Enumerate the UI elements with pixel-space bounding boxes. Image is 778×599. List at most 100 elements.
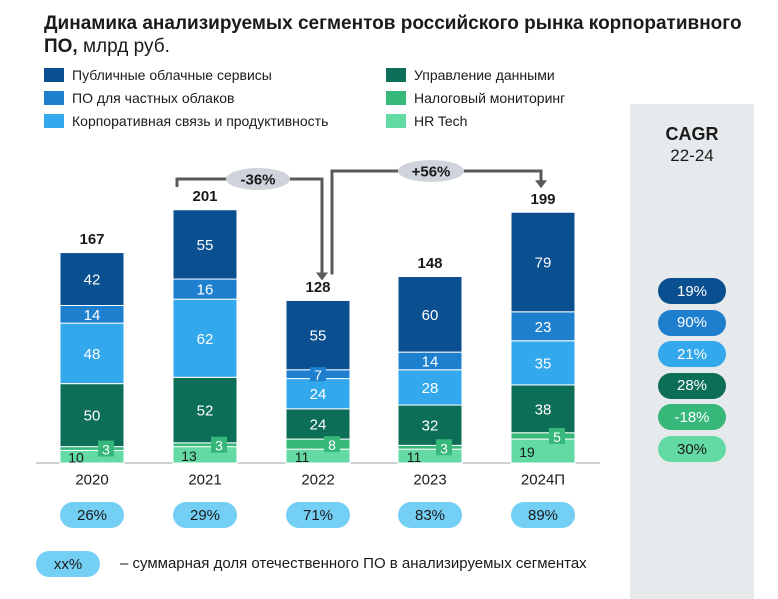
legend-swatch [44, 91, 64, 105]
bar-segment [172, 209, 238, 280]
cagr-value-pill: 30% [658, 436, 726, 462]
bar-total-label: 199 [530, 191, 555, 208]
bar-segment [285, 408, 351, 440]
domestic-share-pill: 26% [60, 502, 124, 528]
bar-segment [172, 298, 238, 378]
data-label: 28 [422, 380, 439, 397]
legend-swatch [386, 114, 406, 128]
data-label-tag [324, 436, 340, 453]
domestic-share-pill: 71% [286, 502, 350, 528]
legend-item: ПО для частных облаков [44, 89, 234, 107]
data-label: 62 [197, 331, 214, 348]
legend-swatch [44, 114, 64, 128]
bar-segment [397, 404, 463, 446]
bar-total-label: 201 [192, 188, 217, 205]
x-tick-label: 2024П [521, 472, 565, 489]
bar-segment [510, 432, 576, 440]
cagr-period: 22-24 [670, 146, 714, 165]
data-label-tag [436, 439, 452, 456]
change-arrowhead [316, 272, 328, 281]
bar-segment [172, 442, 238, 448]
data-label: 14 [84, 307, 101, 324]
legend-swatch [386, 91, 406, 105]
legend-label: Корпоративная связь и продуктивность [72, 113, 329, 129]
legend-item: HR Tech [386, 112, 467, 130]
change-pill [226, 168, 290, 190]
data-label-tax: 5 [553, 429, 561, 445]
change-pill-label: +56% [412, 164, 451, 181]
change-pill [398, 160, 464, 182]
data-label-hr-tech: 11 [295, 449, 310, 465]
x-tick-label: 2020 [75, 472, 108, 489]
cagr-value-pill: 28% [658, 372, 726, 399]
legend-label: Налоговый мониторинг [414, 90, 566, 106]
cagr-value-pill: 19% [658, 278, 726, 304]
data-label-tax: 3 [102, 442, 110, 458]
data-label-private: 7 [314, 367, 322, 383]
bar-segment [397, 369, 463, 406]
legend-label: Публичные облачные сервисы [72, 67, 272, 83]
stacked-bar-chart: 1035048144216720201335262165520120211182… [36, 160, 600, 489]
data-label: 52 [197, 403, 214, 420]
data-label-tax: 3 [440, 440, 448, 456]
bar-segment [285, 438, 351, 450]
data-label: 50 [84, 408, 101, 425]
data-label: 16 [197, 282, 214, 299]
legend-swatch [386, 68, 406, 82]
chart-title-unit: млрд руб. [77, 36, 170, 57]
bar-segment [510, 211, 576, 313]
domestic-share-pill: 83% [398, 502, 462, 528]
bar-segment [59, 322, 125, 385]
data-label-tax: 8 [328, 437, 336, 453]
cagr-value-pill: 21% [658, 341, 726, 368]
change-arrowhead [535, 180, 547, 189]
chart-title: Динамика анализируемых сегментов российс… [44, 12, 764, 58]
change-pill-label: -36% [240, 172, 275, 189]
bar-segment [510, 340, 576, 386]
bar-total-label: 128 [305, 279, 330, 296]
bar-segment [510, 384, 576, 434]
legend-item: Налоговый мониторинг [386, 89, 565, 107]
data-label-tag [310, 367, 326, 382]
data-label: 55 [197, 237, 214, 254]
domestic-share-pill: 29% [173, 502, 237, 528]
x-tick-label: 2023 [413, 472, 446, 489]
data-label-tax: 3 [215, 438, 223, 454]
chart-title-main: Динамика анализируемых сегментов российс… [44, 13, 742, 57]
bar-total-label: 148 [417, 255, 442, 272]
legend-label: ПО для частных облаков [72, 90, 235, 106]
bar-segment [285, 299, 351, 371]
data-label: 55 [310, 328, 327, 345]
data-label-hr-tech: 11 [407, 449, 422, 465]
data-label: 24 [310, 386, 327, 403]
legend-item: Публичные облачные сервисы [44, 66, 272, 84]
data-label: 79 [535, 255, 552, 272]
legend-label: HR Tech [414, 113, 468, 129]
bar-segment [397, 276, 463, 353]
x-tick-label: 2021 [188, 472, 221, 489]
data-label: 42 [84, 272, 101, 289]
bar-segment [59, 252, 125, 306]
footnote-pill: xx% [36, 551, 100, 577]
data-label: 35 [535, 355, 552, 372]
data-label-hr-tech: 13 [181, 448, 197, 464]
data-label: 48 [84, 346, 101, 363]
data-label-hr-tech: 10 [68, 450, 84, 466]
x-tick-label: 2022 [301, 472, 334, 489]
domestic-share-pill: 89% [511, 502, 575, 528]
legend-item: Управление данными [386, 66, 555, 84]
data-label-hr-tech: 19 [519, 444, 535, 460]
bar-total-label: 167 [79, 231, 104, 248]
data-label: 14 [422, 353, 439, 370]
legend-label: Управление данными [414, 67, 555, 83]
data-label-tag [549, 427, 565, 444]
data-label: 23 [535, 319, 552, 336]
data-label: 24 [310, 416, 327, 433]
bar-segment [172, 376, 238, 444]
bar-segment [510, 311, 576, 342]
data-label: 32 [422, 418, 439, 435]
legend-item: Корпоративная связь и продуктивность [44, 112, 328, 130]
bar-segment [59, 383, 125, 448]
data-label-tag [98, 440, 114, 457]
cagr-title: CAGR [665, 124, 719, 144]
